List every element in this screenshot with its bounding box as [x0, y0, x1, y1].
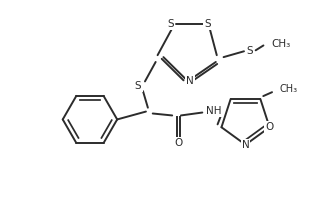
- Text: N: N: [186, 76, 194, 86]
- Text: S: S: [204, 19, 211, 29]
- Text: S: S: [247, 46, 253, 56]
- Text: CH₃: CH₃: [280, 84, 298, 94]
- Text: N: N: [242, 140, 249, 150]
- Text: O: O: [174, 138, 182, 148]
- Text: CH₃: CH₃: [271, 39, 290, 49]
- Text: NH: NH: [206, 106, 222, 116]
- Text: S: S: [135, 81, 141, 91]
- Text: O: O: [265, 122, 274, 132]
- Text: S: S: [167, 19, 174, 29]
